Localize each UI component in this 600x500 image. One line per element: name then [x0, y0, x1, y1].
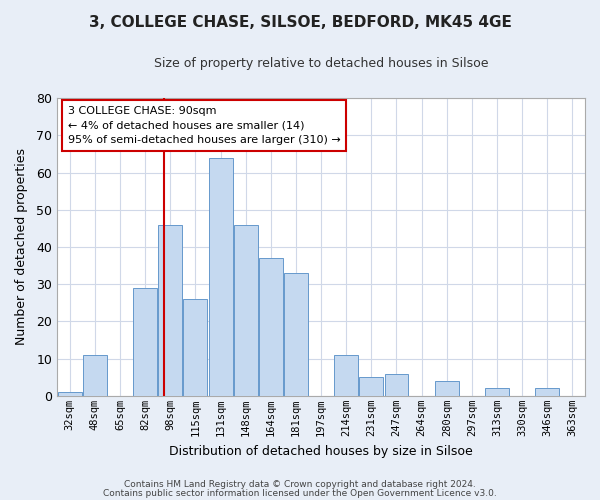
- Bar: [133, 288, 157, 396]
- Text: 3 COLLEGE CHASE: 90sqm
← 4% of detached houses are smaller (14)
95% of semi-deta: 3 COLLEGE CHASE: 90sqm ← 4% of detached …: [68, 106, 341, 145]
- Title: Size of property relative to detached houses in Silsoe: Size of property relative to detached ho…: [154, 58, 488, 70]
- Bar: [334, 355, 358, 396]
- Bar: [209, 158, 233, 396]
- Bar: [385, 374, 409, 396]
- Bar: [83, 355, 107, 396]
- Bar: [184, 299, 208, 396]
- Bar: [485, 388, 509, 396]
- Bar: [234, 224, 257, 396]
- Text: Contains public sector information licensed under the Open Government Licence v3: Contains public sector information licen…: [103, 488, 497, 498]
- Bar: [284, 273, 308, 396]
- Text: 3, COLLEGE CHASE, SILSOE, BEDFORD, MK45 4GE: 3, COLLEGE CHASE, SILSOE, BEDFORD, MK45 …: [89, 15, 511, 30]
- X-axis label: Distribution of detached houses by size in Silsoe: Distribution of detached houses by size …: [169, 444, 473, 458]
- Bar: [535, 388, 559, 396]
- Y-axis label: Number of detached properties: Number of detached properties: [15, 148, 28, 346]
- Bar: [58, 392, 82, 396]
- Bar: [158, 224, 182, 396]
- Bar: [259, 258, 283, 396]
- Text: Contains HM Land Registry data © Crown copyright and database right 2024.: Contains HM Land Registry data © Crown c…: [124, 480, 476, 489]
- Bar: [359, 378, 383, 396]
- Bar: [435, 381, 459, 396]
